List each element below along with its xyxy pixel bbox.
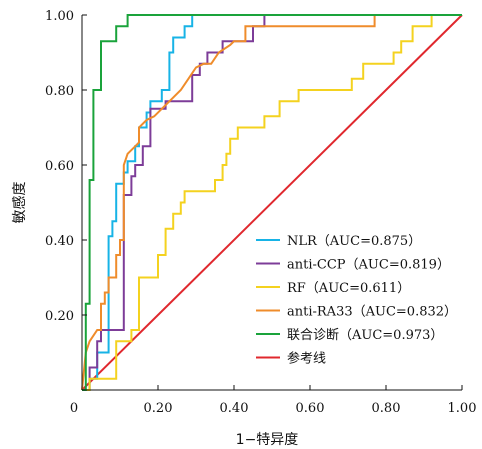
- y-tick-label: 1.00: [45, 9, 74, 24]
- x-tick-label: 0.80: [372, 401, 401, 416]
- y-ticks: 0.20 0.40 0.60 0.80 1.00: [45, 9, 87, 324]
- x-axis-title: 1−特异度: [236, 432, 299, 448]
- x-tick-label: 0: [70, 401, 78, 416]
- y-axis-title: 敏感度: [11, 182, 28, 224]
- series-line-2: [82, 14, 462, 391]
- series-line-4: [82, 14, 462, 391]
- roc-series-group: [81, 14, 463, 391]
- x-tick-label: 0.60: [296, 401, 325, 416]
- x-tick-label: 0.20: [144, 401, 173, 416]
- x-tick-label: 0.40: [220, 401, 249, 416]
- legend-label-0: NLR（AUC=0.875）: [287, 234, 421, 249]
- series-line-3: [81, 14, 462, 391]
- series-line-5: [81, 14, 463, 391]
- x-ticks: 0 0.20 0.40 0.60 0.80 1.00: [70, 385, 477, 416]
- legend-label-1: anti-CCP（AUC=0.819）: [287, 258, 450, 273]
- y-tick-label: 0.40: [45, 234, 74, 249]
- y-tick-label: 0.60: [45, 159, 74, 174]
- plot-area: 0 0.20 0.40 0.60 0.80 1.00 0.20 0.40 0.60 0.80 1.…: [45, 9, 476, 416]
- legend-label-5: 参考线: [287, 351, 326, 367]
- y-tick-label: 0.80: [45, 84, 74, 99]
- legend-label-2: RF（AUC=0.611）: [287, 281, 410, 296]
- x-tick-label: 1.00: [448, 401, 477, 416]
- y-tick-label: 0.20: [45, 309, 74, 324]
- series-line-1: [82, 14, 462, 391]
- legend-label-4: 联合诊断（AUC=0.973）: [287, 328, 443, 343]
- legend: NLR（AUC=0.875） anti-CCP（AUC=0.819） RF（AUC=…: [256, 234, 457, 367]
- legend-label-3: anti-RA33（AUC=0.832）: [287, 305, 457, 320]
